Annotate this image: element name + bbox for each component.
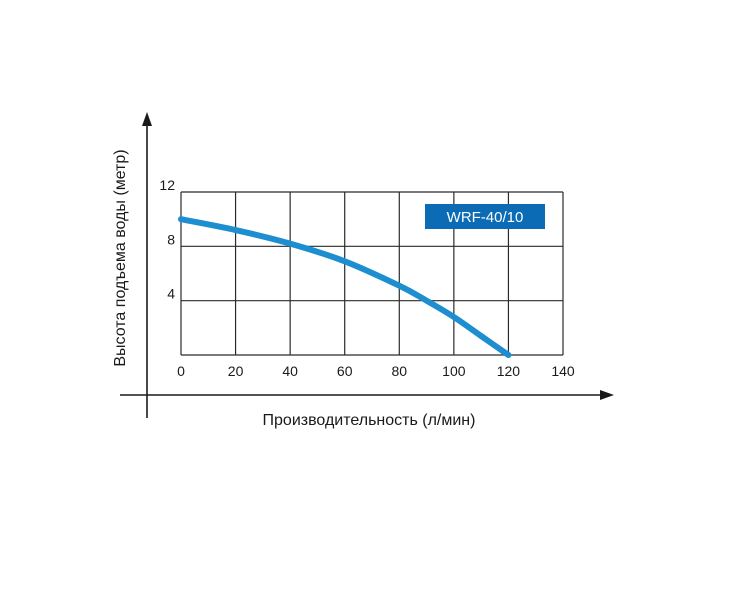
series-group (178, 216, 512, 358)
y-axis-title: Высота подъема воды (метр) (112, 149, 129, 366)
x-tick-label: 60 (337, 363, 353, 379)
y-axis-arrow (142, 112, 152, 126)
legend-box (425, 204, 545, 229)
x-tick-label: 40 (282, 363, 298, 379)
x-tick-label: 120 (497, 363, 521, 379)
x-axis-arrow (600, 390, 614, 400)
legend: WRF-40/10 (425, 204, 545, 229)
x-axis-title: Производительность (л/мин) (263, 412, 476, 429)
y-tick-label: 12 (159, 177, 175, 193)
x-tick-label: 20 (228, 363, 244, 379)
tick-labels: 0 20 40 60 80 100 120 140 4 8 12 (159, 177, 574, 379)
x-tick-label: 0 (177, 363, 185, 379)
x-tick-label: 80 (391, 363, 407, 379)
y-tick-label: 4 (167, 286, 175, 302)
y-tick-label: 8 (167, 231, 175, 247)
legend-label: WRF-40/10 (447, 209, 524, 226)
x-tick-label: 100 (442, 363, 466, 379)
x-tick-label: 140 (551, 363, 575, 379)
axes (120, 112, 614, 418)
series-line (178, 216, 512, 358)
